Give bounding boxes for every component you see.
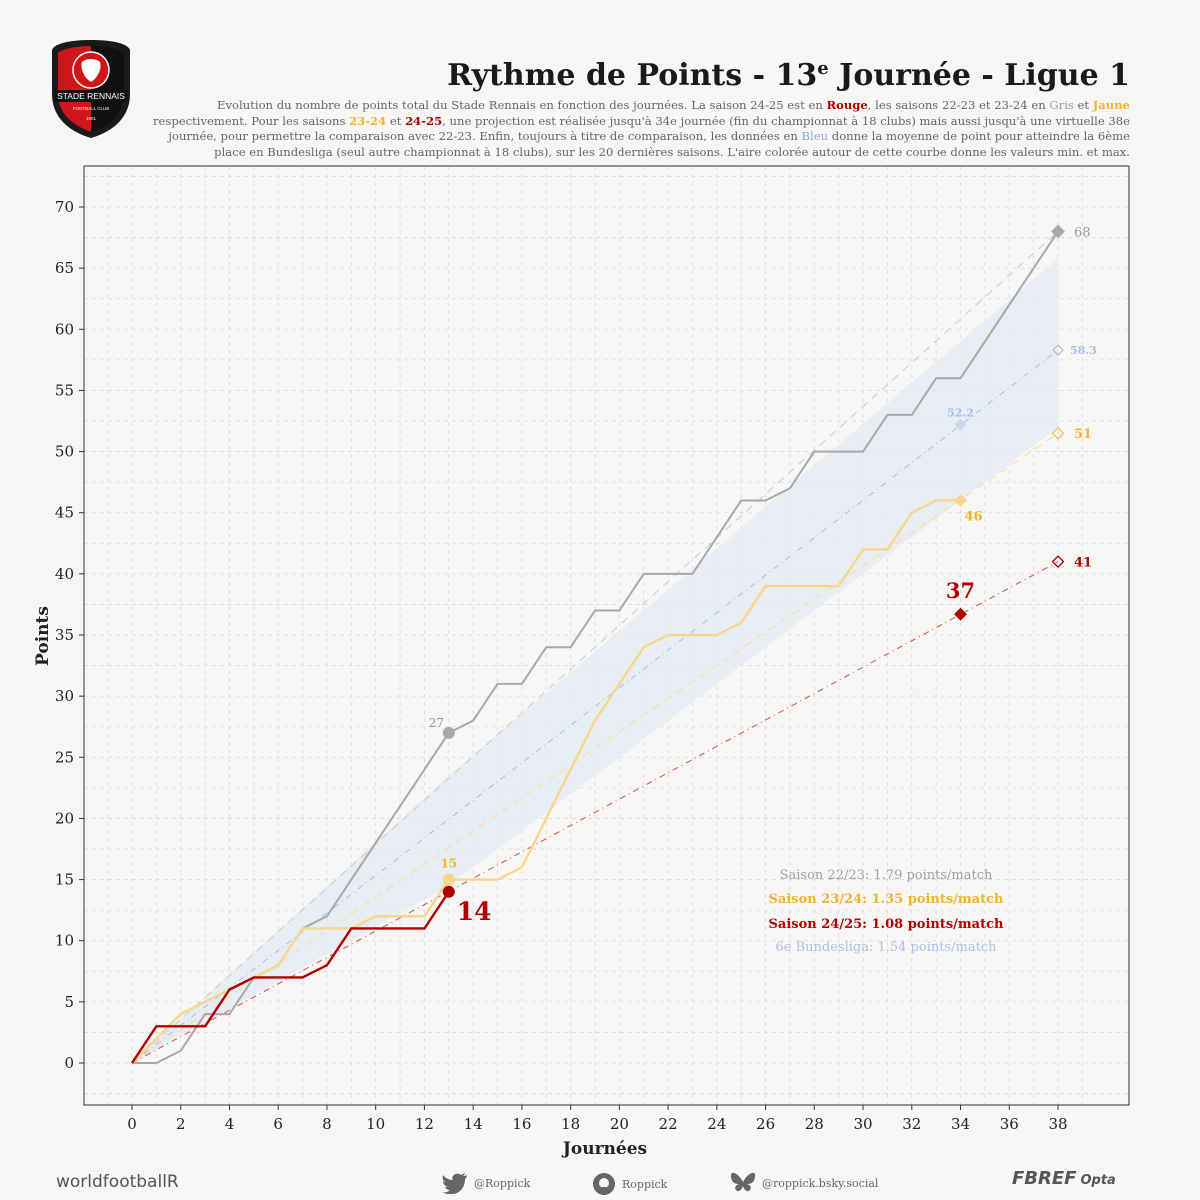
- y-tick-label: 30: [55, 687, 74, 705]
- x-tick-label: 20: [610, 1115, 629, 1133]
- legend-item-bundesliga: 6e Bundesliga: 1.54 points/match: [776, 940, 998, 955]
- x-tick-label: 38: [1048, 1115, 1067, 1133]
- data-label-s2324-j38: 51: [1074, 427, 1092, 442]
- svg-text:1901: 1901: [86, 116, 97, 121]
- y-tick-label: 15: [55, 871, 74, 889]
- y-tick-label: 50: [55, 443, 74, 461]
- x-tick-label: 36: [1000, 1115, 1019, 1133]
- projection-line-proj_yellow: [131, 432, 1059, 1064]
- legend-item-s2425: Saison 24/25: 1.08 points/match: [769, 917, 1004, 932]
- marker-s2425-j34: [954, 607, 967, 621]
- marker-s2324-j34: [954, 494, 967, 507]
- svg-text:STADE RENNAIS: STADE RENNAIS: [57, 91, 125, 101]
- marker-s2324-j13: [442, 873, 455, 886]
- x-tick-label: 14: [464, 1115, 483, 1133]
- data-label-s2324-j13: 15: [440, 857, 457, 871]
- data-label-s2223-j13: 27: [429, 716, 444, 730]
- marker-s2324-j38: [1051, 426, 1065, 440]
- x-tick-label: 12: [415, 1115, 434, 1133]
- chart-title: Rythme de Points - 13e Journée - Ligue 1: [447, 58, 1130, 93]
- x-tick-label: 10: [366, 1115, 385, 1133]
- bluesky-icon: [730, 1172, 756, 1192]
- x-tick-label: 24: [707, 1115, 726, 1133]
- legend-item-s2223: Saison 22/23: 1.79 points/match: [780, 868, 993, 883]
- data-label-s2425-j13: 14: [457, 897, 492, 926]
- stade-rennais-logo: STADE RENNAIS FOOTBALL CLUB 1901: [52, 40, 130, 138]
- x-axis-label: Journées: [561, 1139, 647, 1159]
- x-tick-label: 34: [951, 1115, 970, 1133]
- footer-twitter[interactable]: @Roppick: [442, 1172, 530, 1194]
- data-label-bund-j38: 58.3: [1070, 344, 1097, 357]
- data-label-s2425-j38: 41: [1074, 556, 1092, 571]
- chart-subtitle: Evolution du nombre de points total du S…: [153, 98, 1130, 159]
- x-tick-label: 8: [322, 1115, 332, 1133]
- y-tick-label: 70: [55, 198, 74, 216]
- y-tick-label: 40: [55, 565, 74, 583]
- x-tick-label: 6: [273, 1115, 283, 1133]
- y-axis-label: Points: [33, 606, 53, 666]
- y-tick-label: 5: [64, 993, 74, 1011]
- y-tick-label: 25: [55, 748, 74, 766]
- marker-bund-j34: [954, 418, 967, 431]
- x-tick-label: 18: [561, 1115, 580, 1133]
- projection-line-proj_gray: [131, 231, 1059, 1064]
- x-tick-label: 32: [902, 1115, 921, 1133]
- y-tick-label: 55: [55, 381, 74, 399]
- x-tick-label: 30: [854, 1115, 873, 1133]
- x-tick-label: 16: [512, 1115, 531, 1133]
- legend: Saison 22/23: 1.79 points/match Saison 2…: [769, 868, 1004, 955]
- footer-github[interactable]: Roppick: [592, 1172, 667, 1196]
- series-line-s2425: [131, 891, 450, 1064]
- data-label-s2324-j34: 46: [965, 509, 983, 524]
- y-tick-label: 0: [64, 1054, 74, 1072]
- footer-worldfootballr: worldfootballR: [56, 1172, 179, 1192]
- github-icon: [593, 1173, 615, 1195]
- marker-s2425-j38: [1051, 555, 1065, 569]
- twitter-icon: [442, 1173, 467, 1194]
- legend-item-s2324: Saison 23/24: 1.35 points/match: [769, 892, 1004, 907]
- y-tick-label: 35: [55, 626, 74, 644]
- data-label-s2223-j38: 68: [1074, 225, 1091, 240]
- data-label-bund-j34: 52.2: [947, 407, 974, 420]
- y-tick-label: 10: [55, 932, 74, 950]
- x-tick-label: 0: [127, 1115, 137, 1133]
- projection-line-proj_red: [131, 561, 1059, 1064]
- plot-frame: [83, 165, 1130, 1106]
- x-tick-label: 22: [659, 1115, 678, 1133]
- footer-bluesky[interactable]: @roppick.bsky.social: [730, 1172, 878, 1194]
- y-tick-label: 65: [55, 259, 74, 277]
- data-label-s2425-j34: 37: [946, 578, 975, 603]
- y-tick-label: 45: [55, 504, 74, 522]
- marker-s2223-j13: [442, 726, 455, 739]
- marker-s2223-j38: [1051, 224, 1065, 239]
- x-tick-label: 28: [805, 1115, 824, 1133]
- marker-s2425-j13: [442, 885, 455, 898]
- series-line-s2324: [131, 499, 961, 1064]
- x-tick-label: 26: [756, 1115, 775, 1133]
- marker-bund-j38: [1052, 344, 1064, 356]
- x-tick-label: 4: [225, 1115, 235, 1133]
- footer-fbref-opta: FBREF Opta: [1012, 1168, 1116, 1189]
- y-tick-label: 60: [55, 320, 74, 338]
- x-tick-label: 2: [176, 1115, 186, 1133]
- y-tick-label: 20: [55, 809, 74, 827]
- svg-text:FOOTBALL CLUB: FOOTBALL CLUB: [73, 106, 110, 111]
